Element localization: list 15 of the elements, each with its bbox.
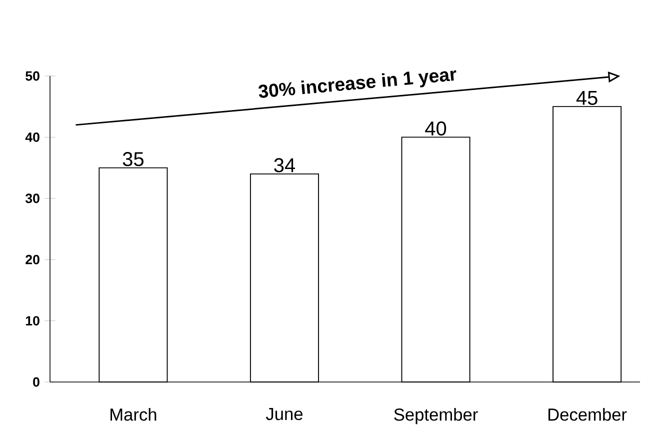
annotation: 30% increase in 1 year [258,70,456,98]
x-tick-label: June [266,408,303,420]
y-tick-label: 30 [25,194,40,204]
x-tick-label: March [110,408,156,421]
x-tick-label: September [394,408,478,424]
x-tick-label: December [548,408,627,421]
y-tick-label: 0 [33,377,40,387]
y-tick-label: 20 [26,254,40,264]
y-tick-label: 50 [26,71,40,81]
data-label: 40 [425,121,446,136]
data-label: 35 [122,152,144,166]
y-tick-label: 40 [25,132,40,142]
y-tick-label: 10 [26,316,40,326]
data-label: 45 [576,91,598,105]
data-label: 34 [274,158,296,172]
